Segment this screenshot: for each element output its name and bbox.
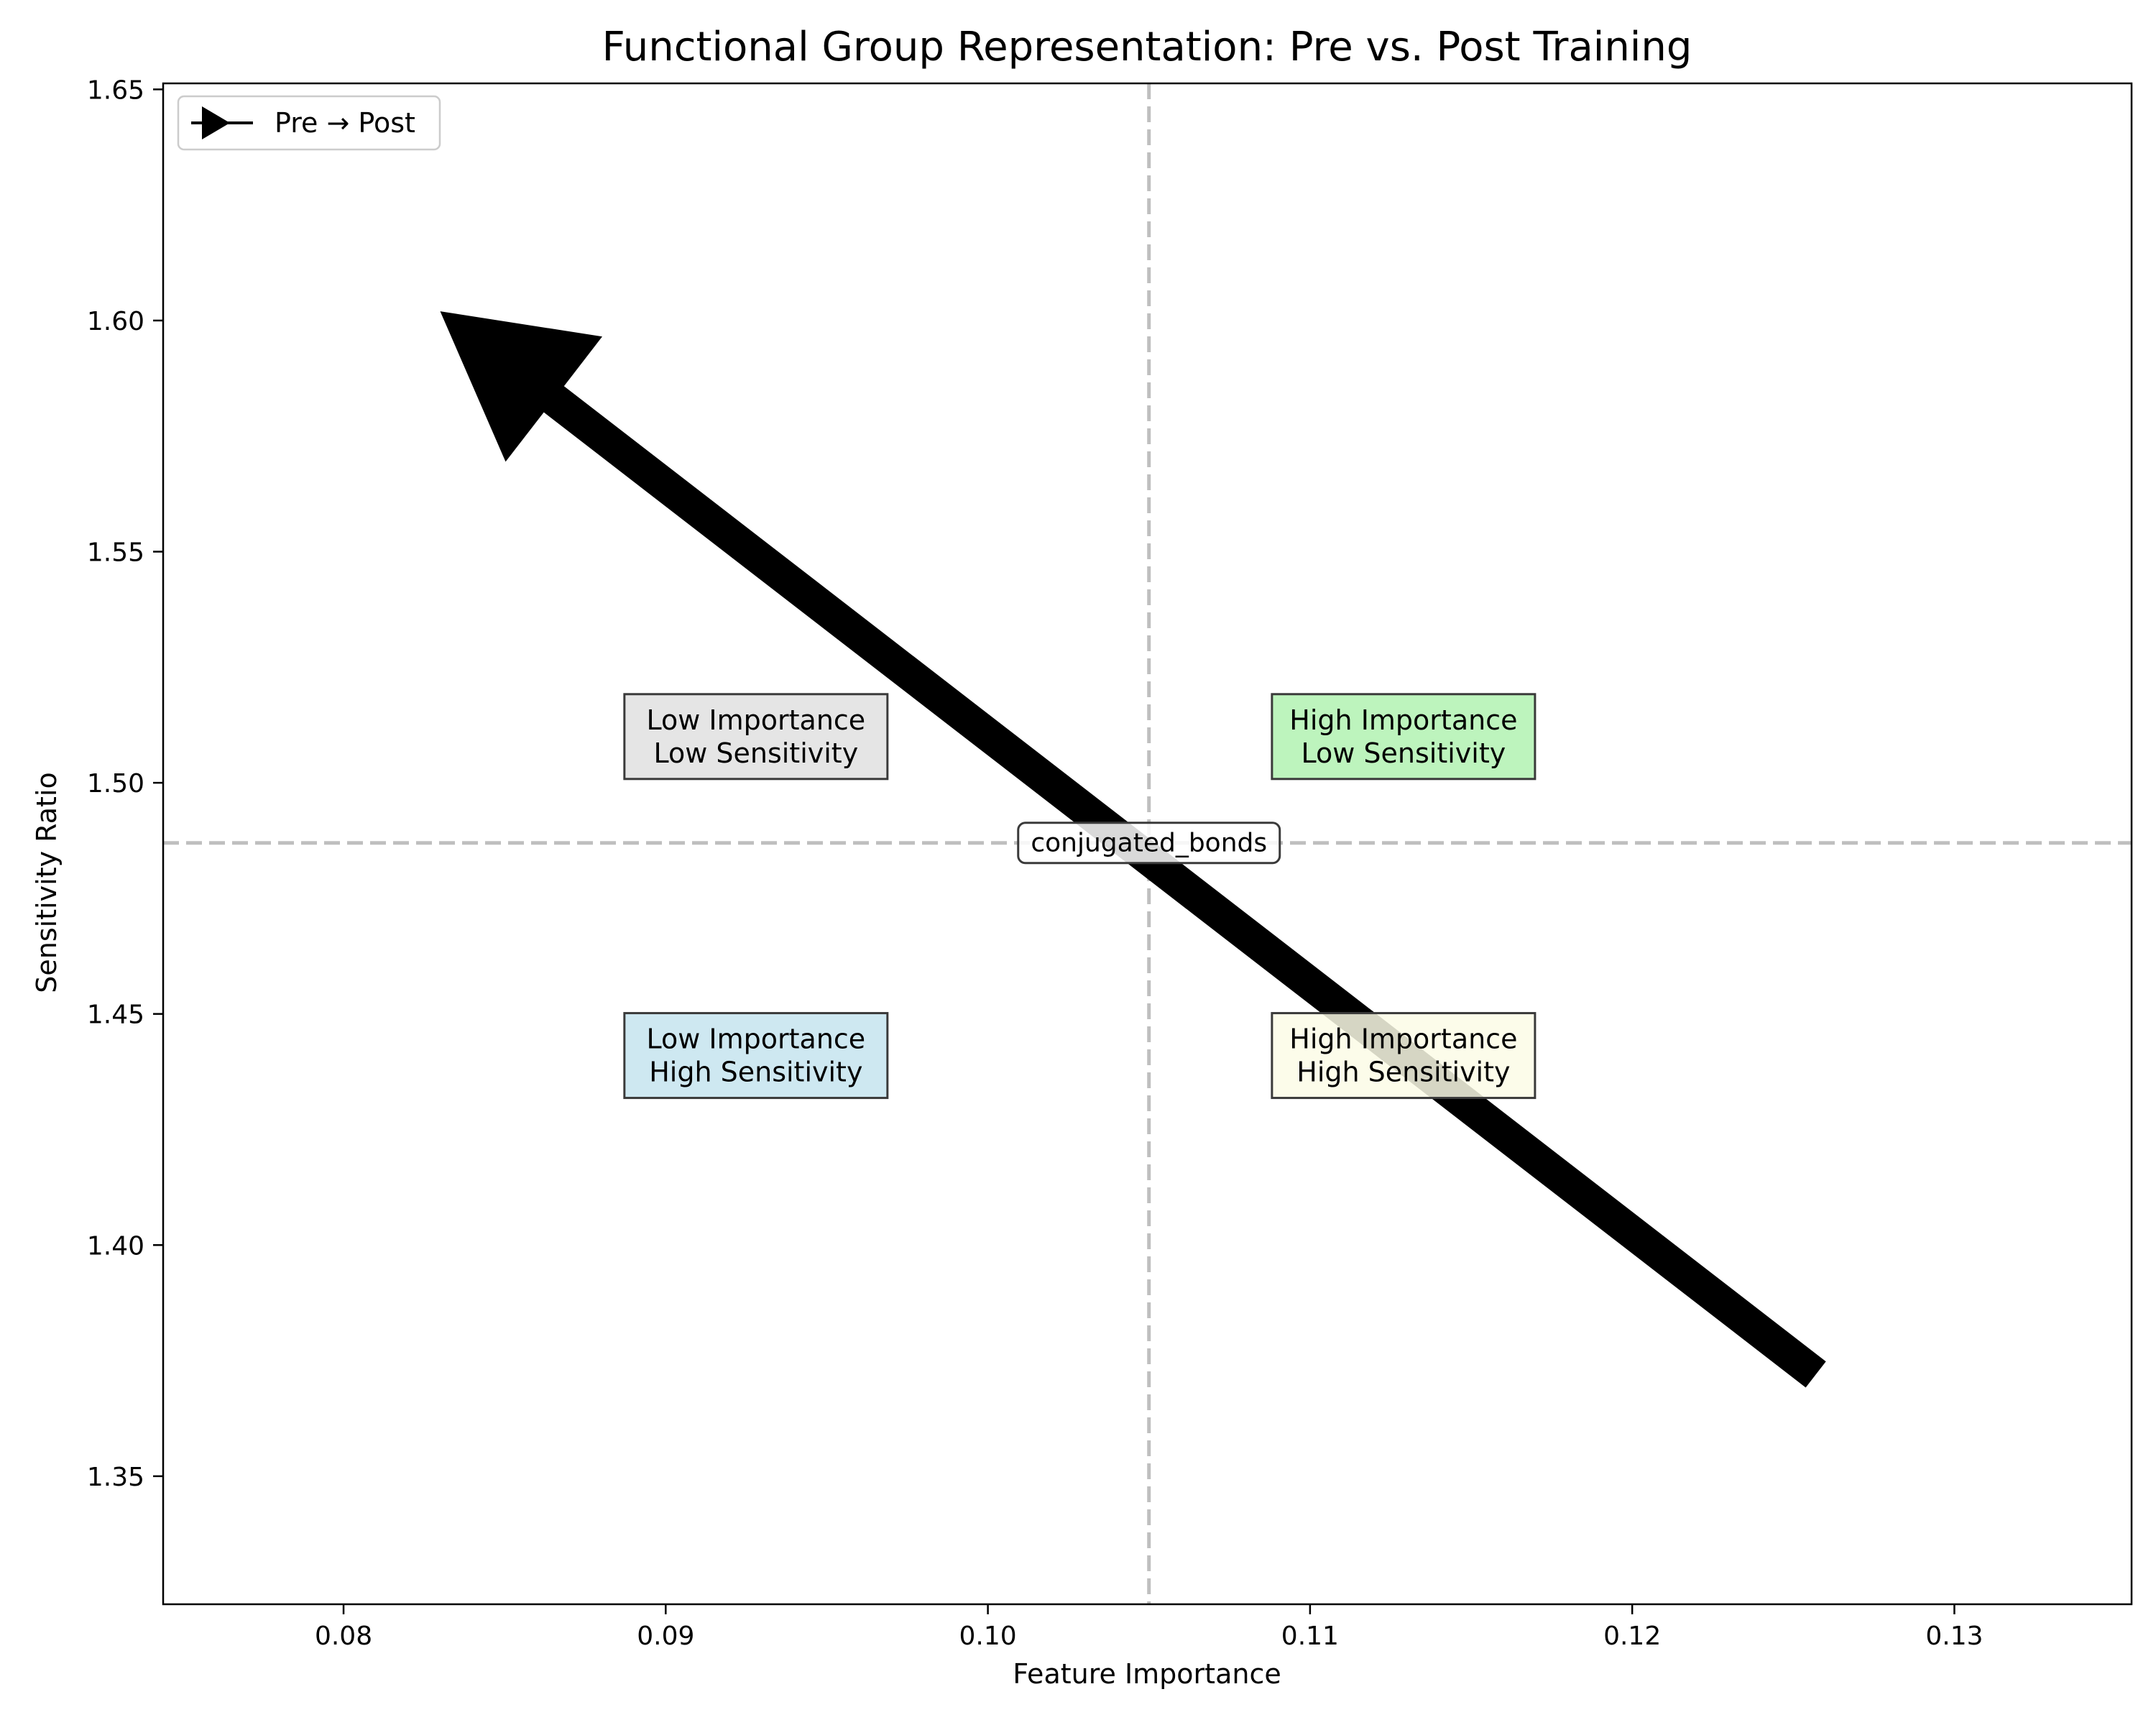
x-tick-label-5: 0.13 [1925, 1622, 1983, 1651]
x-tick-label-1: 0.09 [637, 1622, 694, 1651]
y-tick-label-2: 1.45 [87, 1000, 144, 1030]
y-tick-label-3: 1.50 [87, 769, 144, 799]
y-tick-label-1: 1.40 [87, 1231, 144, 1261]
x-tick-label-4: 0.12 [1603, 1622, 1661, 1651]
quadrant-label-text-1-0: High Importance [1289, 704, 1517, 736]
point-label-0: conjugated_bonds [1031, 829, 1267, 858]
quadrant-label-box-0 [623, 693, 889, 781]
y-tick-label-5: 1.60 [87, 307, 144, 336]
quadrant-label-text-3-0: High Importance [1289, 1024, 1517, 1055]
axes-frame [162, 82, 2133, 1606]
legend-arrow-marker [202, 106, 230, 139]
legend: Pre → Post [177, 95, 441, 151]
legend-box [177, 95, 441, 151]
y-tick-label-4: 1.55 [87, 538, 144, 568]
y-tick-label-0: 1.35 [87, 1463, 144, 1492]
y-axis-label: Sensitivity Ratio [31, 772, 63, 993]
x-tick-label-3: 0.11 [1281, 1622, 1339, 1651]
quadrant-label-box-2 [623, 1012, 889, 1100]
quadrant-label-box-3 [1271, 1012, 1537, 1100]
x-axis-label: Feature Importance [1013, 1658, 1281, 1690]
quadrant-label-text-1-1: Low Sensitivity [1302, 737, 1506, 769]
quadrant-label-text-3-1: High Sensitivity [1296, 1057, 1510, 1088]
legend-entry-label: Pre → Post [275, 107, 415, 139]
y-tick-label-6: 1.65 [87, 75, 144, 105]
point-label-box-0 [1017, 822, 1281, 865]
quadrant-label-text-2-0: Low Importance [647, 1024, 866, 1055]
chart-title: Functional Group Representation: Pre vs.… [602, 24, 1692, 70]
quadrant-label-box-1 [1271, 693, 1537, 781]
quadrant-label-text-2-1: High Sensitivity [649, 1057, 862, 1088]
quadrant-label-text-0-0: Low Importance [647, 704, 866, 736]
quadrant-label-text-0-1: Low Sensitivity [653, 737, 858, 769]
x-tick-label-2: 0.10 [959, 1622, 1017, 1651]
x-tick-label-0: 0.08 [315, 1622, 372, 1651]
